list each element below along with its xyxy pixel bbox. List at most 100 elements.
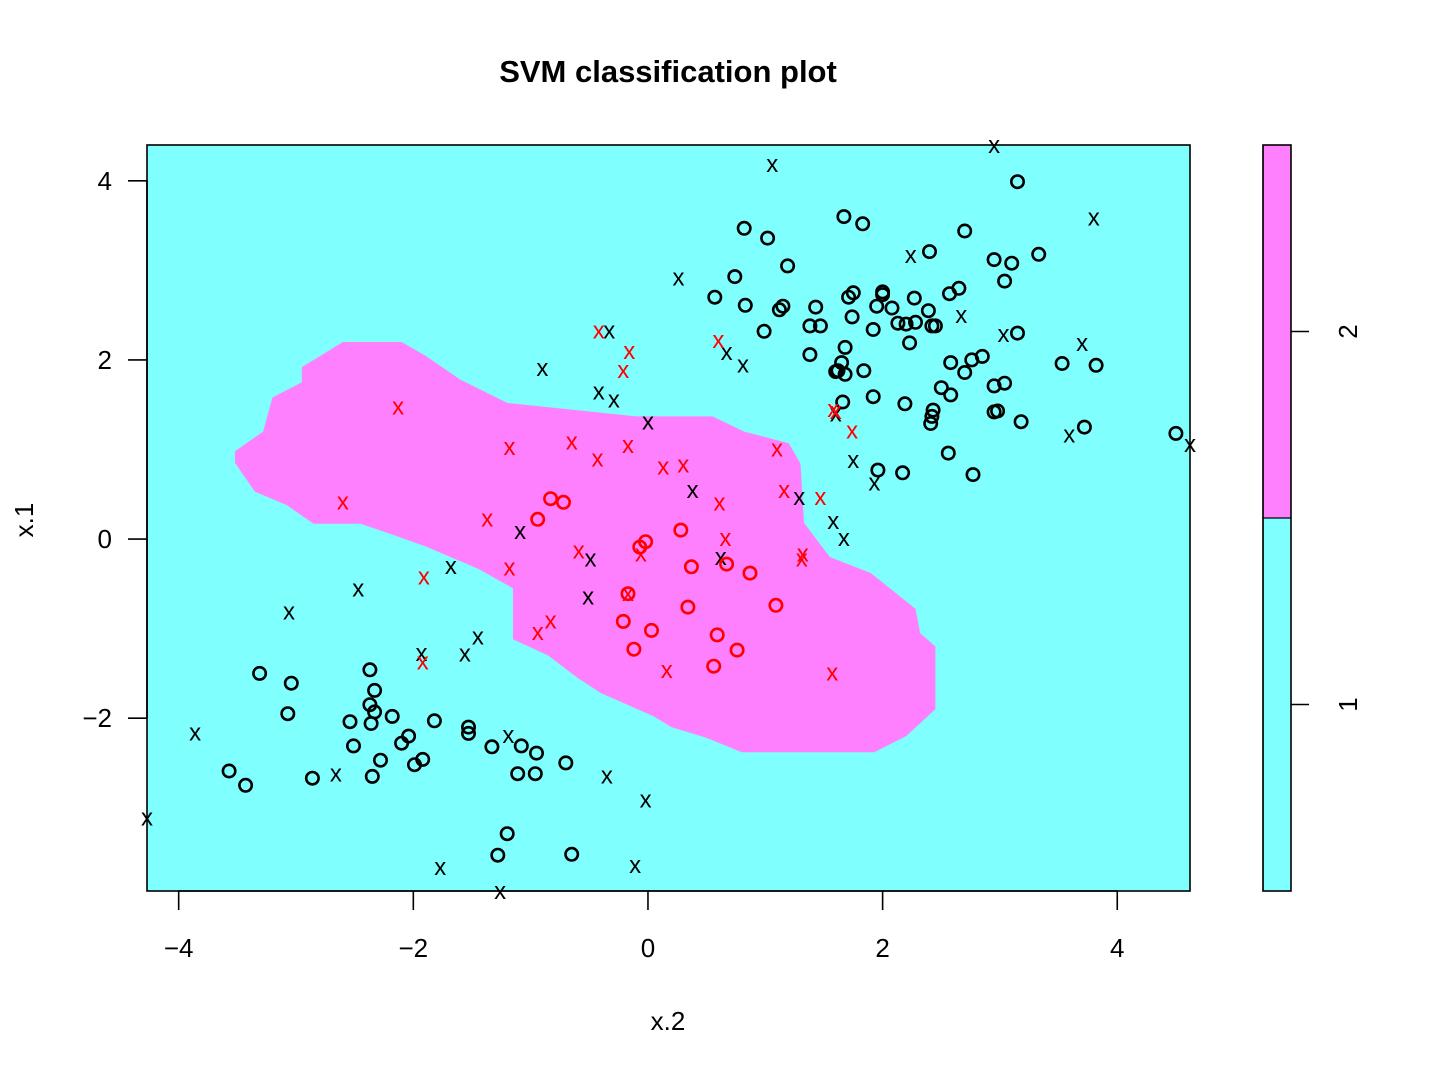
point-x-class-1: x — [673, 265, 685, 292]
point-o-class-1 — [808, 299, 824, 315]
point-o-class-1 — [362, 662, 378, 678]
x-axis: −4 −2 0 2 4 — [164, 890, 1124, 963]
point-x-class-2: x — [504, 434, 516, 461]
point-o-class-1 — [252, 665, 268, 681]
colorbar-class-1 — [1263, 518, 1291, 891]
point-o-class-1 — [865, 389, 881, 405]
point-o-class-1 — [510, 766, 526, 782]
point-x-class-1: x — [827, 508, 839, 535]
point-o-class-1 — [363, 715, 379, 731]
point-x-class-1: x — [687, 477, 699, 504]
point-o-class-1 — [727, 269, 743, 285]
point-o-class-1 — [997, 375, 1013, 391]
point-x-class-1: x — [445, 553, 457, 580]
point-x-class-1: x — [189, 720, 201, 747]
point-o-class-1 — [1168, 425, 1184, 441]
colorbar-legend: 12 — [1262, 144, 1363, 892]
point-o-class-2 — [620, 586, 636, 602]
point-o-class-1 — [957, 223, 973, 239]
point-o-class-1 — [304, 770, 320, 786]
point-o-class-1 — [997, 273, 1013, 289]
point-o-class-2 — [729, 642, 745, 658]
y-axis: −2 0 2 4 — [82, 166, 148, 733]
point-x-class-1: x — [601, 763, 613, 790]
point-o-class-1 — [558, 755, 574, 771]
point-o-class-1 — [921, 244, 937, 260]
x-tick-label: −4 — [164, 933, 194, 963]
point-o-class-1 — [925, 402, 941, 418]
chart-title: SVM classification plot — [499, 54, 837, 89]
point-x-class-1: x — [998, 321, 1010, 348]
point-x-class-2: x — [622, 580, 634, 607]
point-o-class-1 — [837, 366, 853, 382]
point-o-class-1 — [844, 309, 860, 325]
point-o-class-1 — [345, 738, 361, 754]
point-x-class-1: x — [1063, 421, 1075, 448]
point-x-class-1: x — [838, 525, 850, 552]
point-x-class-1: x — [502, 722, 514, 749]
point-x-class-1: x — [416, 640, 428, 667]
point-o-class-1 — [283, 675, 299, 691]
point-x-class-1: x — [585, 546, 597, 573]
point-x-class-1: x — [608, 386, 620, 413]
point-x-class-2: x — [392, 394, 404, 421]
point-x-class-2: x — [622, 432, 634, 459]
point-o-class-2 — [683, 559, 699, 575]
point-o-class-1 — [367, 682, 383, 698]
point-o-class-1 — [364, 768, 380, 784]
point-x-class-1: x — [514, 518, 526, 545]
point-o-class-1 — [1031, 246, 1047, 262]
point-o-class-1 — [802, 347, 818, 363]
point-x-class-1: x — [830, 401, 842, 428]
point-o-class-1 — [775, 298, 791, 314]
point-o-class-1 — [906, 290, 922, 306]
point-x-class-2: x — [545, 608, 557, 635]
point-x-class-2: x — [778, 477, 790, 504]
point-o-class-1 — [927, 318, 943, 334]
point-o-class-1 — [990, 403, 1006, 419]
point-o-class-1 — [342, 714, 358, 730]
point-o-class-1 — [372, 752, 388, 768]
point-o-class-1 — [951, 280, 967, 296]
point-x-class-2: x — [714, 489, 726, 516]
point-o-class-1 — [499, 826, 515, 842]
point-o-class-2 — [530, 511, 546, 527]
colorbar-class-2 — [1263, 145, 1291, 518]
point-x-class-2: x — [532, 619, 544, 646]
point-x-class-2: x — [827, 396, 839, 423]
point-x-class-2: x — [846, 418, 858, 445]
point-x-class-2: x — [661, 657, 673, 684]
point-o-class-1 — [280, 706, 296, 722]
point-x-class-1: x — [459, 641, 471, 668]
point-o-class-1 — [1004, 255, 1020, 271]
point-o-class-1 — [406, 757, 422, 773]
point-x-class-2: x — [635, 540, 647, 567]
point-o-class-1 — [965, 467, 981, 483]
point-x-class-1: x — [283, 599, 295, 626]
point-o-class-2 — [680, 599, 696, 615]
class-2-region — [235, 342, 936, 753]
point-o-class-2 — [709, 627, 725, 643]
point-x-class-2: x — [771, 436, 783, 463]
point-o-class-1 — [490, 847, 506, 863]
point-o-class-2 — [555, 494, 571, 510]
point-o-class-1 — [890, 315, 906, 331]
point-x-class-1: x — [766, 151, 778, 178]
point-x-class-2: x — [592, 445, 604, 472]
point-o-class-1 — [943, 355, 959, 371]
x-tick-label: 0 — [641, 933, 655, 963]
point-o-class-2 — [742, 565, 758, 581]
point-o-class-1 — [812, 318, 828, 334]
point-o-class-1 — [856, 363, 872, 379]
point-x-class-1: x — [603, 317, 615, 344]
point-o-class-1 — [564, 846, 580, 862]
point-o-class-1 — [897, 396, 913, 412]
point-o-class-1 — [780, 258, 796, 274]
point-o-class-2 — [706, 658, 722, 674]
point-x-class-2: x — [830, 398, 842, 425]
point-x-class-2: x — [797, 540, 809, 567]
point-o-class-1 — [943, 387, 959, 403]
point-x-class-1: x — [640, 787, 652, 814]
